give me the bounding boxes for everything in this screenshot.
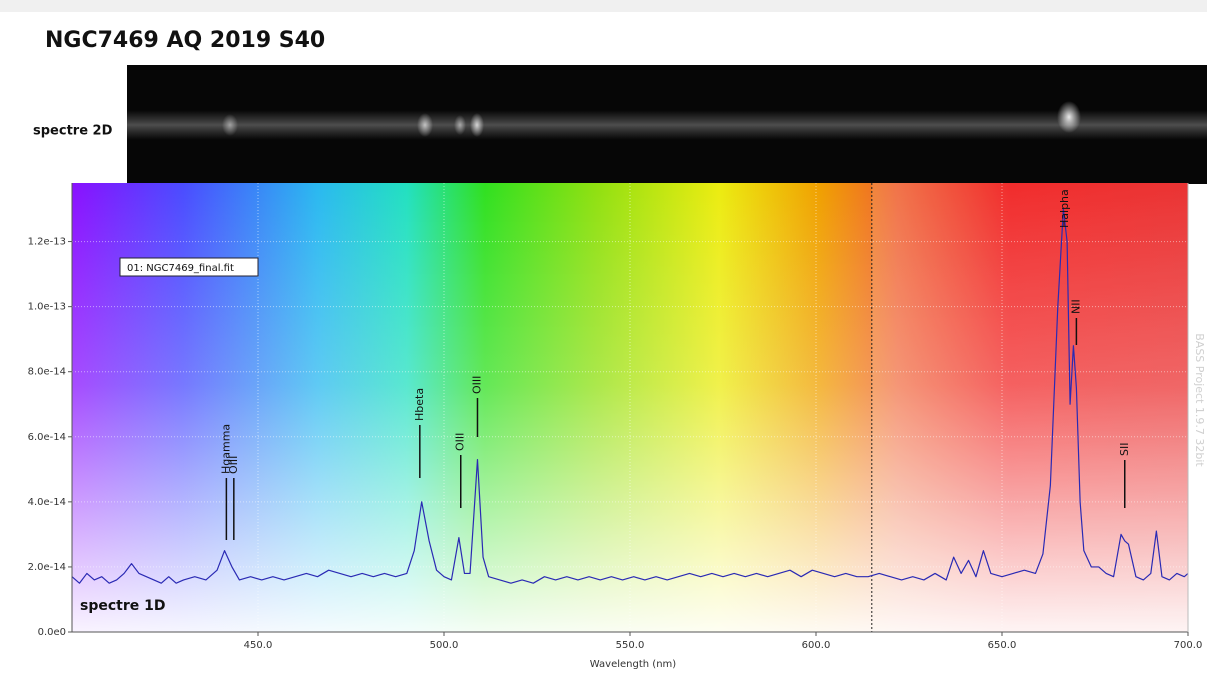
x-axis-label: Wavelength (nm): [590, 659, 676, 670]
y-tick-label: 4.0e-14: [28, 497, 66, 508]
cursor-shade: [872, 183, 1188, 632]
emission-blob: [1057, 101, 1081, 133]
plot-label: spectre 1D: [80, 598, 165, 614]
page: NGC7469 AQ 2019 S40 spectre 2D HgammaOII…: [0, 0, 1207, 675]
top-strip: [0, 0, 1207, 12]
spectrum-trace: [127, 110, 1207, 140]
emission-blob: [454, 115, 466, 135]
x-tick-label: 700.0: [1174, 640, 1203, 651]
watermark: BASS Project 1.9.7 32bit: [1193, 333, 1206, 467]
y-tick-label: 1.0e-13: [28, 302, 66, 313]
annotation-label: Hbeta: [413, 388, 426, 421]
x-tick-label: 550.0: [616, 640, 645, 651]
y-tick-label: 8.0e-14: [28, 367, 66, 378]
x-tick-label: 500.0: [430, 640, 459, 651]
y-tick-label: 6.0e-14: [28, 432, 66, 443]
emission-blob: [222, 114, 238, 136]
emission-blob: [470, 113, 484, 137]
y-tick-label: 2.0e-14: [28, 562, 66, 573]
annotation-label: NII: [1069, 299, 1082, 314]
y-tick-label: 1.2e-13: [28, 237, 66, 248]
spectrum-2d: [127, 65, 1207, 184]
x-tick-label: 650.0: [988, 640, 1017, 651]
legend-label: 01: NGC7469_final.fit: [127, 263, 234, 274]
annotation-label: SII: [1118, 443, 1131, 456]
annotation-label: Halpha: [1058, 189, 1071, 228]
annotation-label: OIII: [227, 456, 240, 474]
x-tick-label: 450.0: [244, 640, 273, 651]
image-label: spectre 2D: [33, 124, 113, 139]
y-tick-label: 0.0e0: [38, 627, 66, 638]
emission-blob: [417, 113, 433, 137]
chart-title: NGC7469 AQ 2019 S40: [45, 28, 325, 53]
x-tick-label: 600.0: [802, 640, 831, 651]
annotation-label: OIII: [454, 433, 467, 451]
annotation-label: OIII: [470, 376, 483, 394]
chart: NGC7469 AQ 2019 S40 spectre 2D HgammaOII…: [0, 0, 1207, 675]
